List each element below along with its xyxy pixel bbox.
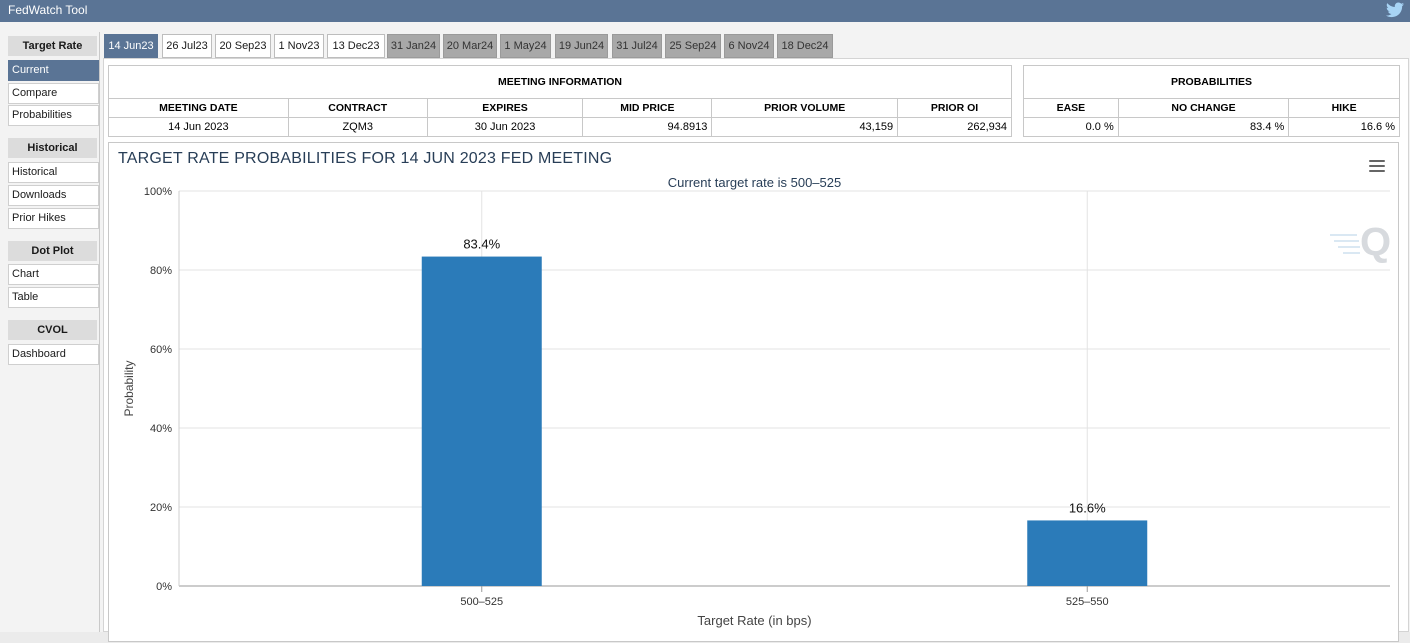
- sidebar-item-current[interactable]: Current: [8, 60, 99, 81]
- tab-31-jul24[interactable]: 31 Jul24: [612, 34, 662, 58]
- y-tick-label: 40%: [150, 423, 172, 435]
- ease-value: 0.0 %: [1023, 117, 1119, 137]
- tab-20-sep23[interactable]: 20 Sep23: [215, 34, 271, 58]
- y-tick-label: 60%: [150, 344, 172, 356]
- sidebar-heading-dot-plot: Dot Plot: [8, 241, 97, 261]
- col-hike: HIKE: [1288, 98, 1400, 118]
- hamburger-menu-icon[interactable]: [1369, 160, 1385, 174]
- sidebar-item-downloads[interactable]: Downloads: [8, 185, 99, 206]
- sidebar-heading-target-rate: Target Rate: [8, 36, 97, 56]
- probabilities-table: PROBABILITIES EASE NO CHANGE HIKE 0.0 % …: [1023, 65, 1400, 137]
- tab-13-dec23[interactable]: 13 Dec23: [327, 34, 385, 58]
- prior-oi-value: 262,934: [897, 117, 1012, 137]
- data-label: 83.4%: [463, 237, 500, 252]
- col-expires: EXPIRES: [426, 98, 584, 118]
- probabilities-heading: PROBABILITIES: [1023, 65, 1400, 99]
- contract-value: ZQM3: [287, 117, 428, 137]
- chart-subtitle: Current target rate is 500–525: [668, 175, 841, 190]
- y-axis-title: Probability: [122, 360, 136, 416]
- x-tick-label: 500–525: [460, 596, 503, 608]
- col-meeting-date: MEETING DATE: [108, 98, 289, 118]
- data-label: 16.6%: [1069, 500, 1106, 515]
- hike-value: 16.6 %: [1288, 117, 1400, 137]
- sidebar-item-probabilities[interactable]: Probabilities: [8, 105, 99, 126]
- sidebar-item-historical[interactable]: Historical: [8, 162, 99, 183]
- col-no-change: NO CHANGE: [1117, 98, 1290, 118]
- x-axis-title: Target Rate (in bps): [697, 613, 811, 628]
- meeting-info-heading: MEETING INFORMATION: [108, 65, 1012, 99]
- tab-6-nov24[interactable]: 6 Nov24: [724, 34, 774, 58]
- app-title-bar: FedWatch Tool: [0, 0, 1410, 22]
- tab-1-nov23[interactable]: 1 Nov23: [274, 34, 324, 58]
- col-ease: EASE: [1023, 98, 1119, 118]
- no-change-value: 83.4 %: [1117, 117, 1290, 137]
- sidebar-item-prior-hikes[interactable]: Prior Hikes: [8, 208, 99, 229]
- tab-25-sep24[interactable]: 25 Sep24: [665, 34, 721, 58]
- col-prior-volume: PRIOR VOLUME: [711, 98, 899, 118]
- tab-31-jan24[interactable]: 31 Jan24: [387, 34, 440, 58]
- tab-1-may24[interactable]: 1 May24: [500, 34, 551, 58]
- tab-20-mar24[interactable]: 20 Mar24: [443, 34, 497, 58]
- tab-14-jun23[interactable]: 14 Jun23: [104, 34, 158, 58]
- x-tick-label: 525–550: [1066, 596, 1109, 608]
- col-prior-oi: PRIOR OI: [897, 98, 1012, 118]
- sidebar: Target Rate Current Compare Probabilitie…: [4, 32, 100, 632]
- table-row: 0.0 % 83.4 % 16.6 %: [1023, 117, 1400, 137]
- sidebar-heading-historical: Historical: [8, 138, 97, 158]
- app-title: FedWatch Tool: [8, 3, 88, 17]
- y-tick-label: 0%: [156, 581, 172, 593]
- sidebar-heading-cvol: CVOL: [8, 320, 97, 340]
- y-tick-label: 80%: [150, 265, 172, 277]
- sidebar-item-chart[interactable]: Chart: [8, 264, 99, 285]
- tab-26-jul23[interactable]: 26 Jul23: [162, 34, 212, 58]
- bar: [1027, 520, 1148, 586]
- tab-18-dec24[interactable]: 18 Dec24: [777, 34, 833, 58]
- chart-title: TARGET RATE PROBABILITIES FOR 14 JUN 202…: [118, 150, 613, 167]
- chart-plot-area: Q 0% 20% 40% 60% 80% 100% 83.4% 500–525 16.6% 525…: [122, 175, 1391, 628]
- quikstrike-q-logo-icon: Q: [1330, 220, 1391, 264]
- y-tick-label: 20%: [150, 502, 172, 514]
- sidebar-item-dashboard[interactable]: Dashboard: [8, 344, 99, 365]
- y-tick-label: 100%: [144, 186, 172, 198]
- expires-value: 30 Jun 2023: [426, 117, 584, 137]
- twitter-bird-icon[interactable]: [1386, 2, 1404, 18]
- probability-chart: TARGET RATE PROBABILITIES FOR 14 JUN 202…: [108, 142, 1399, 642]
- mid-price-value: 94.8913: [582, 117, 713, 137]
- col-mid-price: MID PRICE: [582, 98, 713, 118]
- col-contract: CONTRACT: [287, 98, 428, 118]
- bar: [421, 256, 542, 586]
- table-row: 14 Jun 2023 ZQM3 30 Jun 2023 94.8913 43,…: [108, 117, 1012, 137]
- meeting-date-value: 14 Jun 2023: [108, 117, 289, 137]
- sidebar-item-table[interactable]: Table: [8, 287, 99, 308]
- svg-text:Q: Q: [1360, 220, 1391, 264]
- tab-19-jun24[interactable]: 19 Jun24: [555, 34, 608, 58]
- sidebar-item-compare[interactable]: Compare: [8, 83, 99, 104]
- prior-volume-value: 43,159: [711, 117, 899, 137]
- meeting-info-table: MEETING INFORMATION MEETING DATE CONTRAC…: [108, 65, 1012, 137]
